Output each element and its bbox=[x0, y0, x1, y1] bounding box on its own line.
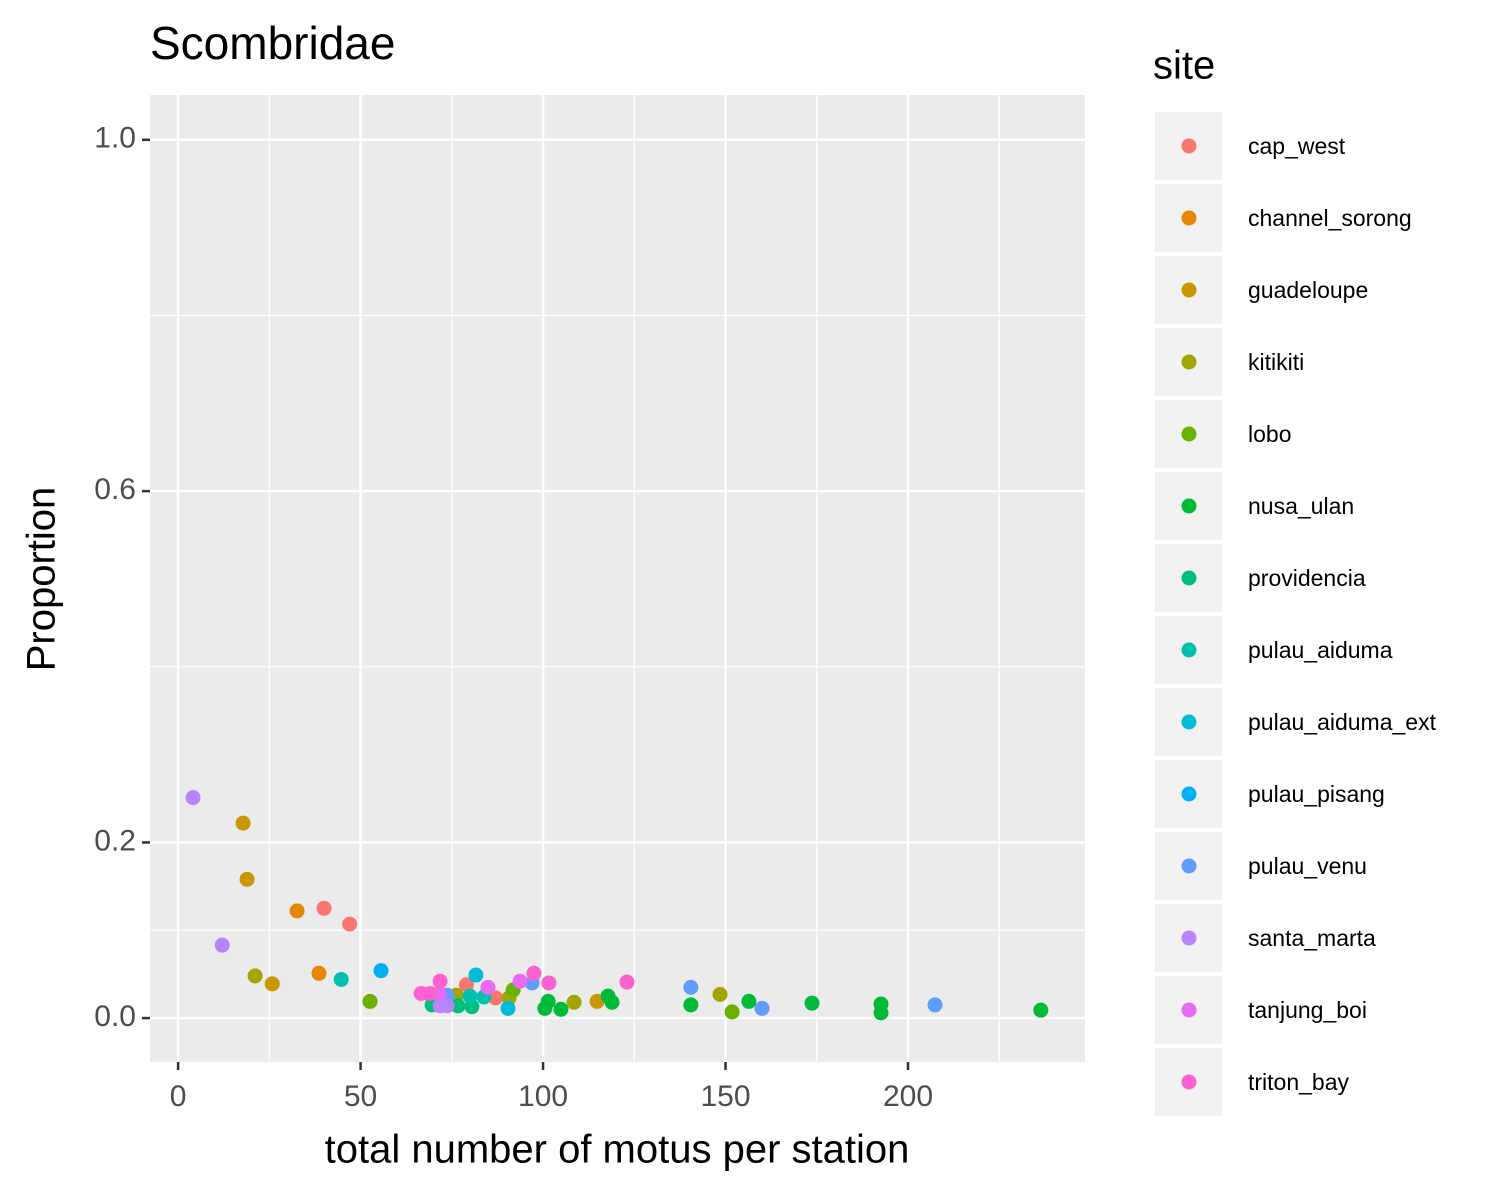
point bbox=[468, 967, 484, 983]
point bbox=[724, 1004, 740, 1020]
x-tick-label: 150 bbox=[700, 1080, 750, 1113]
legend-marker bbox=[1181, 930, 1197, 946]
point bbox=[804, 995, 820, 1011]
legend-label: pulau_aiduma_ext bbox=[1248, 709, 1437, 735]
x-axis-title: total number of motus per station bbox=[325, 1128, 910, 1172]
legend-marker bbox=[1181, 570, 1197, 586]
legend-label: pulau_pisang bbox=[1248, 781, 1385, 807]
point bbox=[712, 986, 728, 1002]
x-tick-label: 50 bbox=[344, 1080, 377, 1113]
point bbox=[462, 988, 478, 1004]
point bbox=[488, 990, 504, 1006]
y-tick-label: 0.2 bbox=[94, 824, 136, 857]
point bbox=[342, 916, 358, 932]
point bbox=[683, 997, 699, 1013]
legend-marker bbox=[1181, 642, 1197, 658]
point bbox=[247, 968, 263, 984]
legend-marker bbox=[1181, 714, 1197, 730]
point bbox=[373, 963, 389, 979]
legend-marker bbox=[1181, 282, 1197, 298]
legend-marker bbox=[1181, 786, 1197, 802]
point bbox=[422, 985, 438, 1001]
point bbox=[537, 1000, 553, 1016]
legend-title: site bbox=[1153, 44, 1215, 88]
y-axis-title: Proportion bbox=[20, 487, 64, 672]
point bbox=[235, 815, 251, 831]
point bbox=[311, 965, 327, 981]
legend-marker bbox=[1181, 498, 1197, 514]
legend-label: triton_bay bbox=[1248, 1069, 1350, 1095]
legend-marker bbox=[1181, 858, 1197, 874]
legend-marker bbox=[1181, 354, 1197, 370]
point bbox=[500, 1000, 516, 1016]
point bbox=[873, 1005, 889, 1021]
point bbox=[526, 965, 542, 981]
point bbox=[214, 937, 230, 953]
legend-marker bbox=[1181, 426, 1197, 442]
legend-label: tanjung_boi bbox=[1248, 997, 1367, 1023]
point bbox=[741, 993, 757, 1009]
y-tick-label: 1.0 bbox=[94, 122, 136, 155]
legend-label: pulau_aiduma bbox=[1248, 637, 1393, 663]
point bbox=[458, 977, 474, 993]
point bbox=[619, 974, 635, 990]
legend-label: channel_sorong bbox=[1248, 205, 1412, 231]
point bbox=[541, 975, 557, 991]
point bbox=[239, 871, 255, 887]
x-tick-label: 100 bbox=[518, 1080, 568, 1113]
point bbox=[754, 1000, 770, 1016]
point bbox=[264, 976, 280, 992]
point bbox=[683, 979, 699, 995]
legend-label: guadeloupe bbox=[1248, 277, 1368, 303]
legend-marker bbox=[1181, 138, 1197, 154]
chart-title: Scombridae bbox=[150, 17, 395, 69]
point bbox=[333, 971, 349, 987]
point bbox=[1033, 1002, 1049, 1018]
legend-label: cap_west bbox=[1248, 133, 1346, 159]
legend-label: santa_marta bbox=[1248, 925, 1376, 951]
point bbox=[566, 994, 582, 1010]
panel bbox=[150, 95, 1085, 1062]
point bbox=[439, 998, 455, 1014]
point bbox=[289, 903, 305, 919]
legend-label: pulau_venu bbox=[1248, 853, 1367, 879]
point bbox=[512, 973, 528, 989]
legend-label: lobo bbox=[1248, 421, 1291, 447]
point bbox=[362, 993, 378, 1009]
point bbox=[604, 994, 620, 1010]
legend-marker bbox=[1181, 1002, 1197, 1018]
point bbox=[450, 998, 466, 1014]
legend-marker bbox=[1181, 1074, 1197, 1090]
y-tick-label: 0.0 bbox=[94, 1000, 136, 1033]
point bbox=[553, 1001, 569, 1017]
point bbox=[432, 973, 448, 989]
point bbox=[927, 997, 943, 1013]
point bbox=[185, 790, 201, 806]
y-tick-label: 0.6 bbox=[94, 473, 136, 506]
legend-label: nusa_ulan bbox=[1248, 493, 1354, 519]
point bbox=[316, 900, 332, 916]
legend-label: kitikiti bbox=[1248, 349, 1304, 375]
legend-label: providencia bbox=[1248, 565, 1366, 591]
x-tick-label: 0 bbox=[170, 1080, 187, 1113]
legend-marker bbox=[1181, 210, 1197, 226]
x-tick-label: 200 bbox=[883, 1080, 933, 1113]
point bbox=[480, 979, 496, 995]
